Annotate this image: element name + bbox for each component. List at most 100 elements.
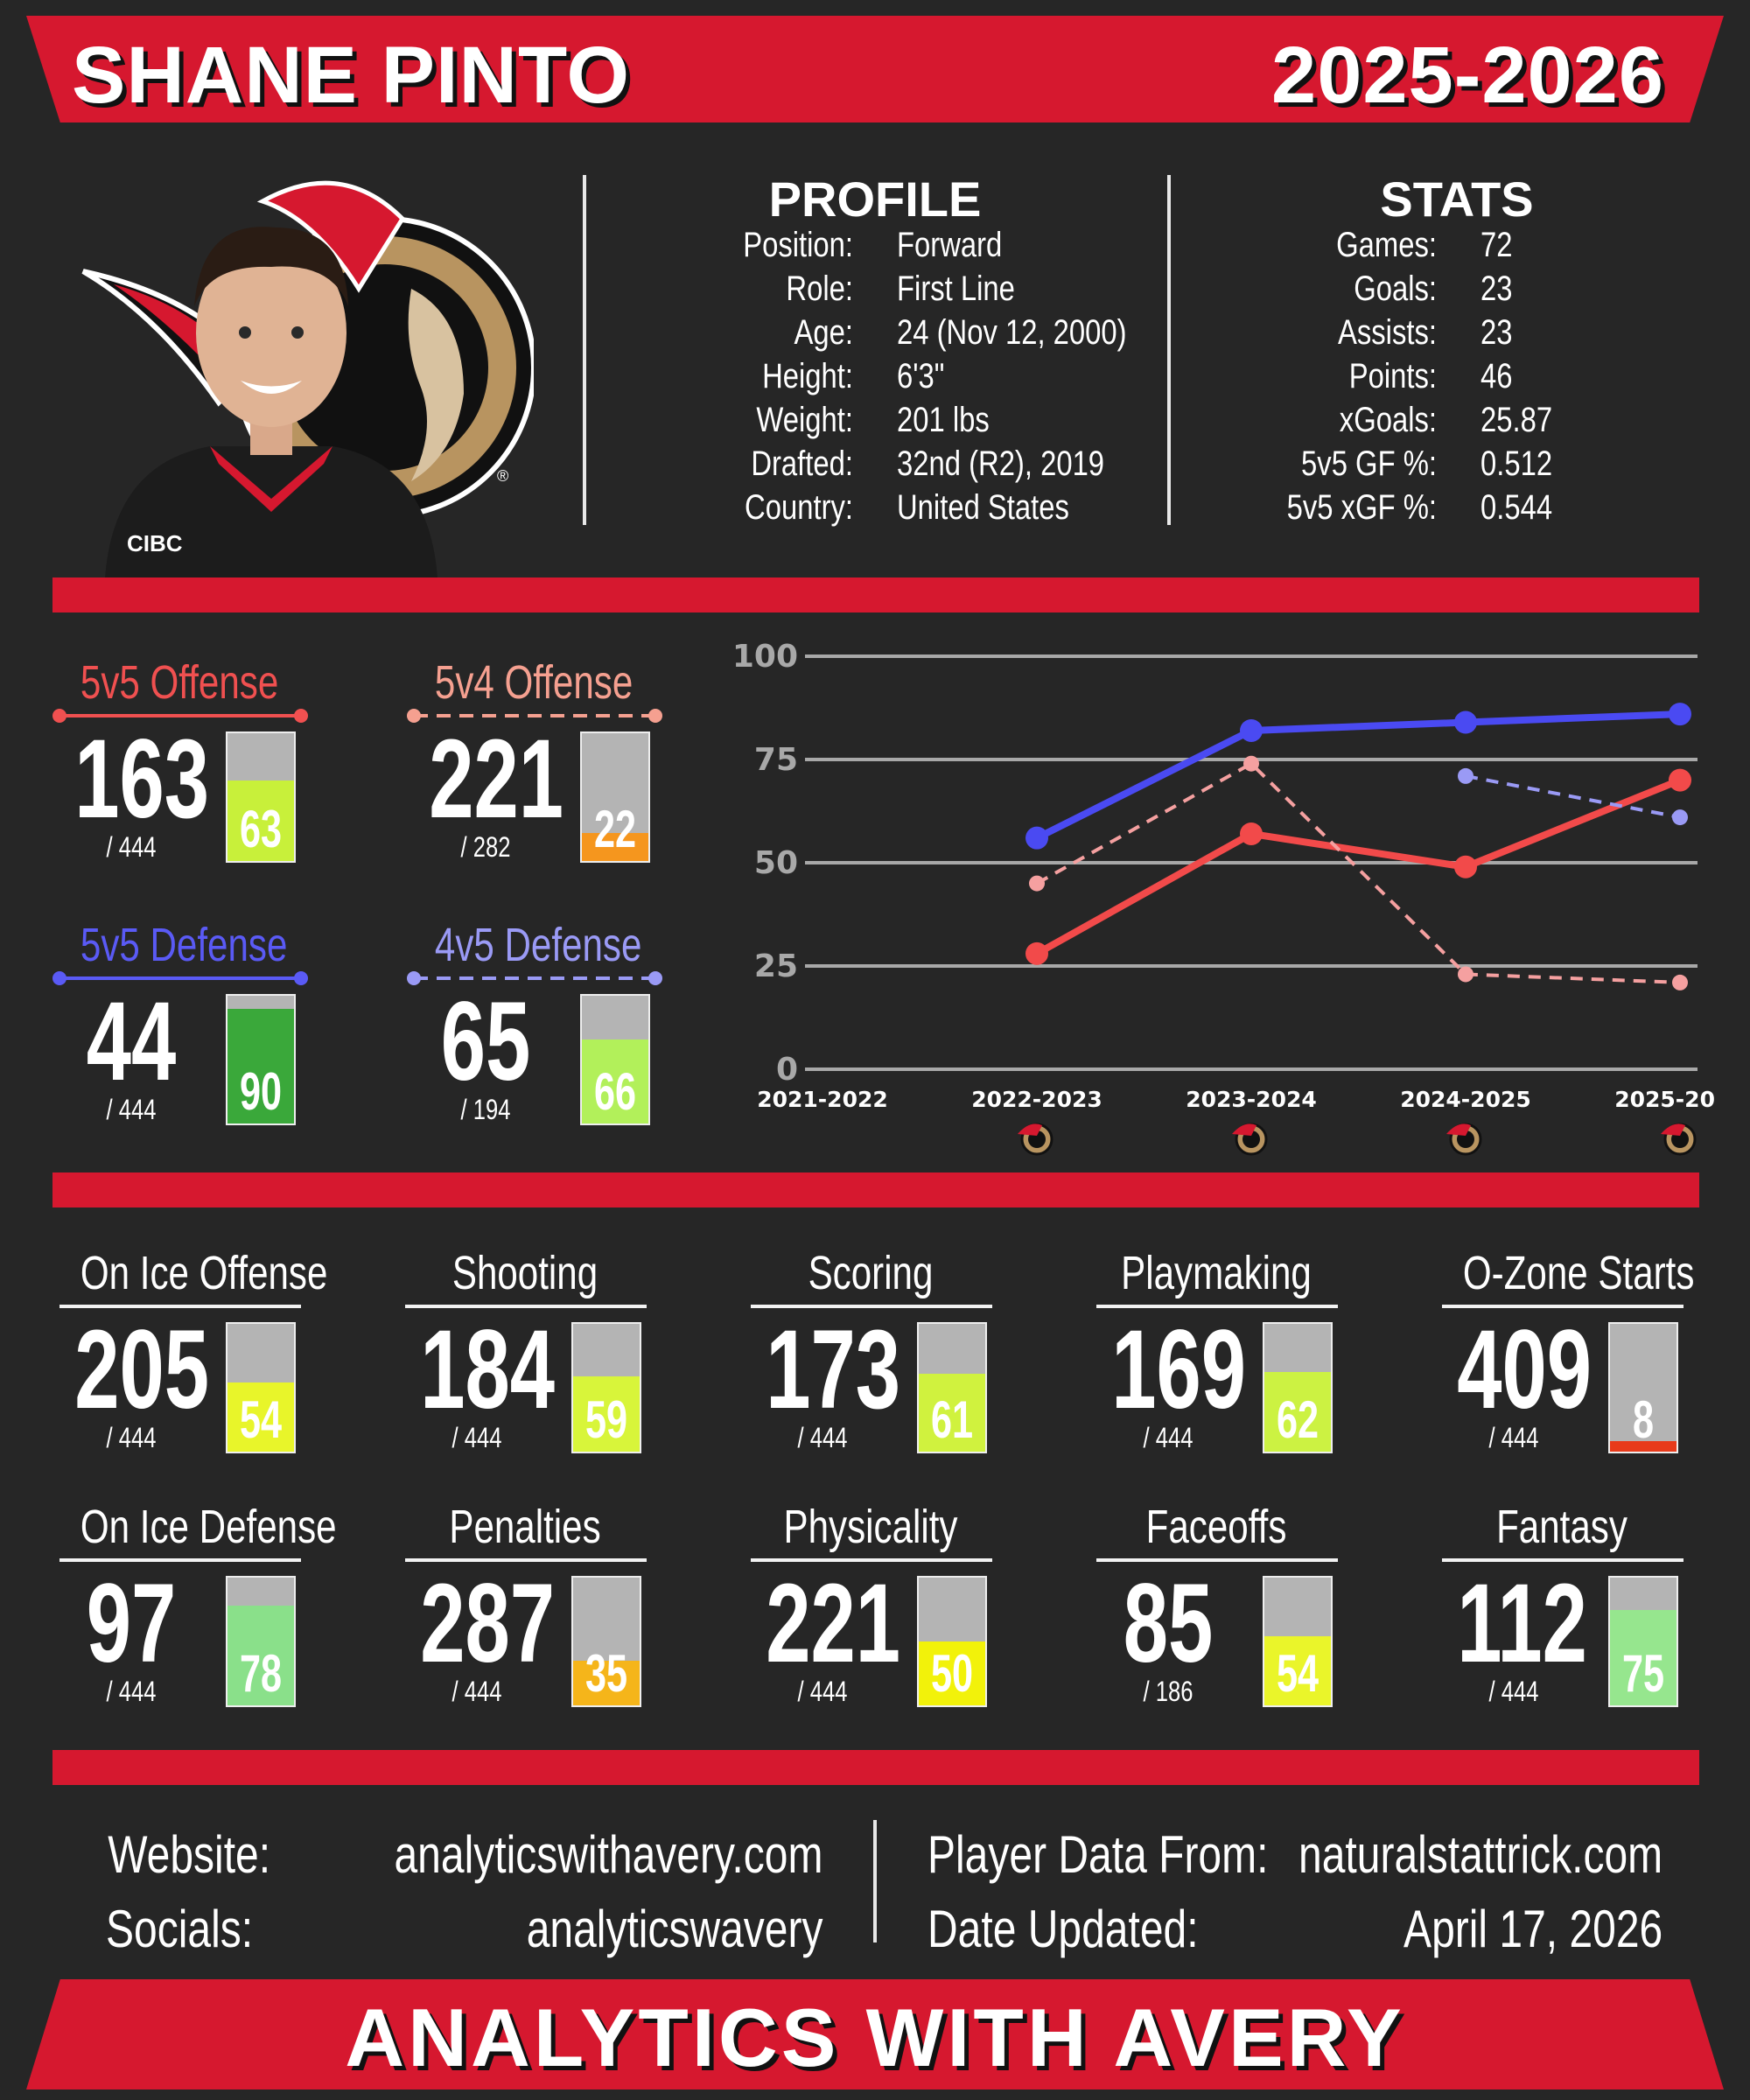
tile-underline	[60, 714, 301, 718]
rank-total: / 444	[797, 1676, 848, 1707]
profile-label: Weight:	[756, 401, 853, 439]
section-divider	[52, 1750, 1699, 1785]
percentile-fill	[1610, 1609, 1676, 1705]
percentile-value: 35	[584, 1644, 628, 1703]
tile-title: 4v5 Defense	[434, 919, 642, 971]
updated-label: Date Updated:	[928, 1900, 1199, 1958]
tile-underline	[405, 1305, 647, 1308]
website-link[interactable]: analyticswithavery.com	[394, 1825, 822, 1884]
rank-value: 44	[86, 979, 177, 1104]
rank-total: / 444	[452, 1676, 502, 1707]
tile-title: Penalties	[449, 1501, 601, 1553]
metric-tile: O-Zone Starts 409/ 444 8	[1435, 1247, 1694, 1457]
stats-divider	[1167, 175, 1171, 525]
rank-total: / 444	[452, 1422, 502, 1453]
socials-label: Socials:	[106, 1900, 254, 1958]
stats-value: 0.512	[1480, 444, 1553, 483]
metric-tile: Playmaking 169/ 444 62	[1089, 1247, 1343, 1457]
senators-logo-icon	[1446, 1123, 1482, 1156]
rank-value: 287	[420, 1561, 555, 1686]
svg-text:®: ®	[497, 467, 508, 485]
percentile-bar: 90	[226, 994, 296, 1125]
profile-value: United States	[897, 488, 1069, 527]
tile-underline	[414, 976, 655, 980]
tile-underline	[751, 1305, 992, 1308]
tile-title: On Ice Defense	[80, 1501, 337, 1553]
tile-title: Shooting	[452, 1247, 598, 1299]
stats-value: 72	[1480, 226, 1513, 264]
percentile-fill	[228, 1606, 294, 1705]
rank-value: 173	[766, 1307, 900, 1432]
percentile-bar: 78	[226, 1576, 296, 1707]
y-tick-label: 50	[754, 845, 798, 881]
rank-value: 409	[1457, 1307, 1592, 1432]
rank-value: 85	[1123, 1561, 1214, 1686]
percentile-fill	[573, 1376, 640, 1452]
tile-title: Playmaking	[1121, 1247, 1312, 1299]
stats-label: Assists:	[1338, 313, 1437, 352]
profile-value: 6'3"	[897, 357, 945, 396]
section-divider	[52, 1172, 1699, 1208]
rank-value: 65	[440, 979, 531, 1104]
senators-logo-icon	[1661, 1123, 1697, 1156]
rank-total: / 444	[106, 1094, 157, 1125]
percentile-value: 62	[1276, 1390, 1320, 1449]
website-label: Website:	[108, 1825, 271, 1884]
stats-label: 5v5 GF %:	[1301, 444, 1437, 483]
updated-date: April 17, 2026	[1403, 1900, 1662, 1958]
tile-title: 5v5 Offense	[80, 656, 279, 709]
brand-title: ANALYTICS WITH AVERY	[345, 1992, 1405, 2083]
rank-value: 163	[74, 717, 209, 842]
rank-total: / 444	[1143, 1422, 1194, 1453]
percentile-fill	[919, 1373, 985, 1452]
series-line	[1465, 774, 1681, 820]
percentile-value: 63	[239, 800, 283, 858]
tile-title: On Ice Offense	[80, 1247, 328, 1299]
x-tick-label: 2025-2026	[1614, 1087, 1715, 1112]
data-point	[1240, 718, 1263, 742]
percentile-bar: 8	[1608, 1322, 1678, 1453]
profile-label: Height:	[762, 357, 853, 396]
y-tick-label: 100	[732, 639, 798, 675]
profile-label: Role:	[786, 270, 853, 308]
tile-title: Physicality	[783, 1501, 958, 1553]
y-tick-label: 25	[754, 948, 798, 984]
percentile-fill	[919, 1642, 985, 1705]
rank-total: / 444	[1488, 1676, 1539, 1707]
rule-dot	[407, 709, 421, 723]
tile-underline	[414, 714, 655, 718]
percentile-value: 90	[239, 1062, 283, 1121]
percentile-value: 22	[593, 800, 637, 858]
percentile-bar: 50	[917, 1576, 987, 1707]
metric-tile: On Ice Defense 97/ 444 78	[52, 1501, 337, 1711]
rank-total: / 444	[1488, 1422, 1539, 1453]
tile-underline	[60, 1558, 301, 1562]
socials-handle[interactable]: analyticswavery	[526, 1900, 822, 1958]
rule-dot	[294, 971, 308, 985]
profile-value: First Line	[897, 270, 1015, 308]
metric-tile: 4v5 Defense 65/ 194 66	[407, 919, 662, 1129]
percentile-value: 78	[239, 1644, 283, 1703]
percentile-bar: 22	[580, 732, 650, 863]
data-point	[1669, 703, 1691, 726]
percentile-value: 59	[584, 1390, 628, 1449]
x-tick-label: 2021-2022	[757, 1087, 888, 1112]
series-line	[1036, 761, 1681, 984]
percentile-fill	[1610, 1441, 1676, 1452]
season-label: 2025-2026	[1271, 31, 1664, 120]
data-point	[1454, 855, 1477, 878]
profile-value: 201 lbs	[897, 401, 990, 439]
player-headshot: CIBC	[105, 227, 438, 578]
percentile-fill	[582, 832, 648, 861]
senators-logo-icon	[1018, 1123, 1054, 1156]
data-point	[1458, 767, 1474, 784]
percentile-fill	[228, 1008, 294, 1124]
data-source-link[interactable]: naturalstattrick.com	[1298, 1825, 1662, 1884]
stats-label: 5v5 xGF %:	[1286, 488, 1437, 527]
rank-total: / 444	[106, 831, 157, 863]
percentile-value: 54	[239, 1390, 283, 1449]
percentile-value: 50	[930, 1644, 974, 1703]
data-point	[1026, 942, 1048, 965]
rule-dot	[648, 709, 662, 723]
percentile-fill	[582, 1039, 648, 1124]
